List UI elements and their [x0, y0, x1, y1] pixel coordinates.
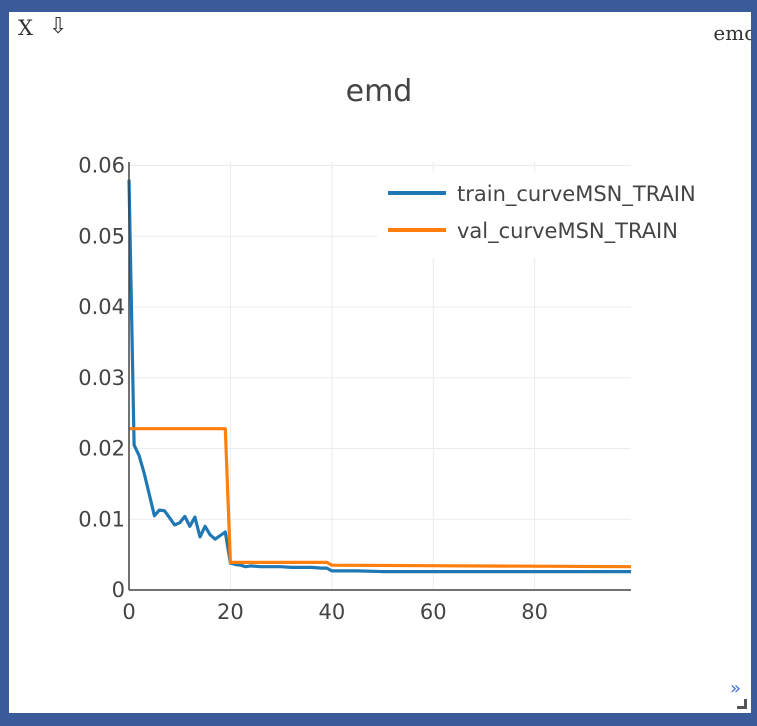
series-line-train_curveMSN_TRAIN: [127, 179, 631, 574]
plot-window: X ⇩ emd emd 0 20 40 60 80 0 0.01 0.02 0.03 0.04 0.…: [9, 12, 751, 713]
x-tick-label: 0: [122, 600, 135, 624]
x-tick-label: 20: [217, 600, 244, 624]
resize-handle[interactable]: [737, 699, 747, 709]
y-tick-label: 0.01: [78, 507, 125, 531]
x-tick-label: 40: [318, 600, 345, 624]
emd-chart: emd 0 20 40 60 80 0 0.01 0.02 0.03 0.04 0.05 0.06 t…: [78, 74, 749, 624]
series-line-val_curveMSN_TRAIN: [129, 427, 632, 569]
chart-title: emd: [346, 74, 413, 109]
y-tick-label: 0.05: [78, 224, 125, 248]
legend-background: [377, 172, 749, 258]
y-tick-label: 0.06: [78, 154, 125, 178]
legend-label[interactable]: val_curveMSN_TRAIN: [457, 219, 678, 244]
download-button[interactable]: ⇩: [49, 14, 68, 39]
legend-label[interactable]: train_curveMSN_TRAIN: [457, 182, 696, 207]
y-tick-label: 0.04: [78, 295, 125, 319]
series-lines: [127, 179, 632, 574]
y-tick-label: 0.02: [78, 437, 125, 461]
y-tick-label: 0.03: [78, 366, 125, 390]
x-tick-label: 80: [521, 600, 548, 624]
x-tick-label: 60: [420, 600, 447, 624]
legend[interactable]: train_curveMSN_TRAIN val_curveMSN_TRAIN: [377, 172, 749, 258]
close-button[interactable]: X: [18, 16, 33, 40]
expand-button[interactable]: »: [729, 678, 741, 699]
window-title: emd: [713, 21, 751, 45]
axes: 0 20 40 60 80 0 0.01 0.02 0.03 0.04 0.05 0.06: [78, 154, 631, 624]
y-tick-label: 0: [112, 578, 125, 602]
